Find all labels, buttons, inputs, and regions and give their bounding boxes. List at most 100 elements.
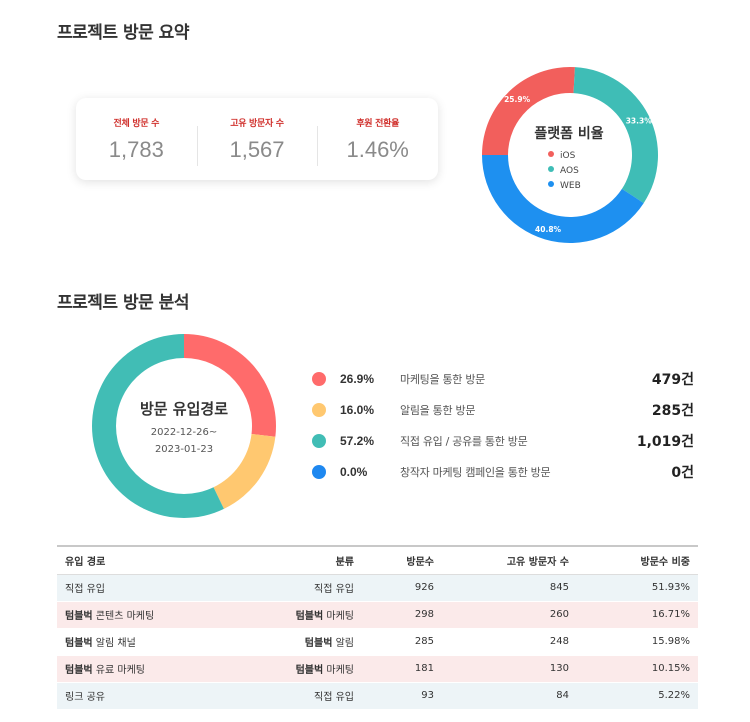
- stat-value: 1,567: [229, 136, 285, 162]
- legend-label-ios: iOS: [560, 151, 576, 161]
- brand-label: 텀블벅: [295, 611, 324, 622]
- cell-visits-text: 298: [414, 609, 434, 620]
- cell-visits: 93: [362, 682, 442, 709]
- summary-section-title: 프로젝트 방문 요약: [57, 23, 189, 43]
- cell-unique-text: 260: [549, 609, 569, 620]
- table-row: 텀블벅 콘텐츠 마케팅 텀블벅 마케팅 298 260 16.71%: [57, 601, 698, 628]
- cell-unique: 84: [442, 682, 577, 709]
- legend-dot: [312, 403, 326, 417]
- stat-label: 후원 전환율: [356, 118, 400, 129]
- platform-donut-title: 플랫폼 비율: [534, 125, 603, 142]
- source-donut-chart: 방문 유입경로 2022-12-26~ 2023-01-23: [91, 334, 276, 518]
- platform-slice-ios: [482, 66, 575, 155]
- stat-label: 전체 방문 수: [113, 118, 160, 129]
- legend-count: 1,019건: [636, 434, 694, 450]
- summary-stats-card: 전체 방문 수 1,783 고유 방문자 수 1,567 후원 전환율 1.46…: [76, 98, 438, 180]
- cell-share: 51.93%: [577, 574, 698, 601]
- cell-share-text: 16.71%: [651, 609, 690, 620]
- legend-count: 285건: [651, 403, 694, 419]
- cell-category: 텀블벅 마케팅: [237, 601, 362, 628]
- cell-unique-text: 130: [549, 663, 569, 674]
- source-slice-1: [213, 433, 276, 509]
- cell-share-text: 10.15%: [651, 663, 690, 674]
- stat-unique-visitors: 고유 방문자 수 1,567: [196, 116, 318, 166]
- platform-donut-chart: 25.9% 33.3% 40.8% 플랫폼 비율 iOS AOS WEB: [482, 66, 658, 244]
- stat-value: 1,783: [108, 136, 164, 162]
- cell-visits: 926: [362, 574, 442, 601]
- table-header-row: 유입 경로 분류 방문수 고유 방문자 수 방문수 비중: [57, 546, 698, 574]
- legend-percent: 57.2%: [340, 434, 375, 448]
- legend-label-web: WEB: [560, 181, 581, 191]
- source-slice-0: [184, 334, 276, 437]
- date-range-start: 2022-12-26~: [151, 427, 218, 438]
- legend-label: 창작자 마케팅 캠페인을 통한 방문: [400, 466, 551, 479]
- platform-slice-aos: [573, 67, 658, 204]
- source-donut-title: 방문 유입경로: [140, 400, 228, 418]
- legend-dot-aos: [548, 166, 554, 172]
- source-slice-2: [91, 334, 224, 518]
- cell-category-text: 알림: [332, 638, 354, 649]
- cell-source: 텀블벅 유료 마케팅: [57, 655, 237, 682]
- cell-visits: 181: [362, 655, 442, 682]
- legend-dot: [312, 434, 326, 448]
- col-header-category: 분류: [335, 556, 354, 568]
- cell-share-text: 15.98%: [651, 636, 690, 647]
- source-legend-row: 0.0% 창작자 마케팅 캠페인을 통한 방문 0건: [312, 462, 694, 482]
- brand-label: 텀블벅: [304, 638, 333, 649]
- cell-share-text: 5.22%: [658, 690, 690, 701]
- legend-percent: 0.0%: [340, 465, 368, 479]
- legend-percent: 26.9%: [340, 372, 375, 386]
- cell-visits-text: 926: [414, 582, 434, 593]
- platform-legend: iOS AOS WEB: [548, 151, 581, 191]
- table-row: 텀블벅 알림 채널 텀블벅 알림 285 248 15.98%: [57, 628, 698, 655]
- legend-label: 직접 유입 / 공유를 통한 방문: [400, 435, 528, 448]
- cell-category: 텀블벅 알림: [237, 628, 362, 655]
- legend-label-aos: AOS: [560, 166, 579, 176]
- cell-source-text: 알림 채널: [92, 638, 136, 649]
- platform-slice-label: 33.3%: [626, 116, 653, 125]
- source-legend-row: 57.2% 직접 유입 / 공유를 통한 방문 1,019건: [312, 431, 694, 451]
- source-legend-row: 16.0% 알림을 통한 방문 285건: [312, 400, 694, 420]
- cell-visits-text: 181: [414, 663, 434, 674]
- cell-unique: 248: [442, 628, 577, 655]
- cell-category-text: 직접 유입: [314, 584, 354, 595]
- cell-source: 텀블벅 알림 채널: [57, 628, 237, 655]
- col-header-unique: 고유 방문자 수: [506, 556, 569, 568]
- cell-source-text: 직접 유입: [65, 584, 105, 595]
- cell-source-text: 콘텐츠 마케팅: [92, 611, 155, 622]
- cell-visits: 285: [362, 628, 442, 655]
- col-header-source: 유입 경로: [65, 556, 106, 568]
- legend-dot: [312, 465, 326, 479]
- source-table: 유입 경로 분류 방문수 고유 방문자 수 방문수 비중 직접 유입 직접 유입 9…: [57, 545, 698, 710]
- cell-unique: 260: [442, 601, 577, 628]
- stat-total-visits: 전체 방문 수 1,783: [76, 116, 197, 163]
- legend-dot: [312, 372, 326, 386]
- source-legend-row: 26.9% 마케팅을 통한 방문 479건: [312, 369, 694, 389]
- cell-category-text: 직접 유입: [314, 692, 354, 703]
- cell-category-text: 마케팅: [323, 665, 354, 676]
- legend-label: 알림을 통한 방문: [400, 404, 476, 417]
- cell-category-text: 마케팅: [323, 611, 354, 622]
- analysis-section-title: 프로젝트 방문 분석: [57, 293, 189, 313]
- cell-share: 5.22%: [577, 682, 698, 709]
- cell-share: 16.71%: [577, 601, 698, 628]
- platform-slice-web: [482, 155, 644, 244]
- cell-unique: 845: [442, 574, 577, 601]
- cell-source: 텀블벅 콘텐츠 마케팅: [57, 601, 237, 628]
- platform-slice-label: 40.8%: [535, 225, 562, 234]
- table-row: 링크 공유 직접 유입 93 84 5.22%: [57, 682, 698, 709]
- cell-source: 직접 유입: [57, 574, 237, 601]
- cell-unique: 130: [442, 655, 577, 682]
- brand-label: 텀블벅: [295, 665, 324, 676]
- legend-count: 0건: [671, 465, 694, 481]
- cell-unique-text: 84: [556, 690, 569, 701]
- stat-value: 1.46%: [346, 136, 409, 162]
- legend-count: 479건: [651, 372, 694, 388]
- col-header-visits: 방문수: [406, 556, 434, 568]
- table-row: 텀블벅 유료 마케팅 텀블벅 마케팅 181 130 10.15%: [57, 655, 698, 682]
- cell-share-text: 51.93%: [651, 582, 690, 593]
- legend-percent: 16.0%: [340, 403, 375, 417]
- date-range-end: 2023-01-23: [155, 444, 213, 455]
- platform-slice-label: 25.9%: [504, 95, 531, 104]
- cell-visits: 298: [362, 601, 442, 628]
